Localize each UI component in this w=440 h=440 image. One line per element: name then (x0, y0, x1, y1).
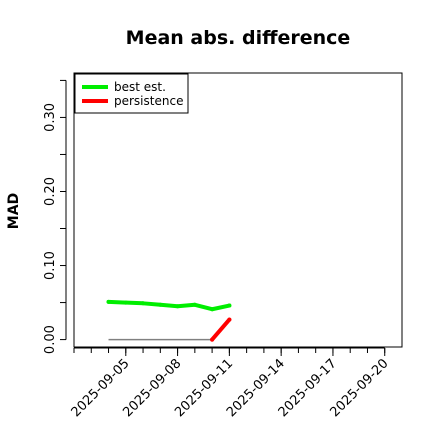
y-tick-label: 0.30 (43, 103, 58, 132)
legend-label-persistence: persistence (114, 94, 183, 108)
data-point-best-est (210, 307, 215, 312)
legend-box (74, 73, 189, 114)
series-line-best-est (106, 299, 232, 312)
data-point-best-est (227, 303, 232, 308)
data-point-best-est (141, 301, 146, 306)
x-axis: 2025-09-052025-09-082025-09-112025-09-14… (69, 347, 392, 420)
data-point-best-est (175, 304, 180, 309)
series-points (106, 299, 232, 342)
y-tick-label: 0.20 (43, 177, 58, 206)
y-axis: 0.00 0.10 0.20 0.30 (43, 79, 67, 354)
y-tick-label: 0.10 (43, 251, 58, 280)
plot-area (106, 299, 232, 342)
data-point-best-est (158, 302, 163, 307)
legend-label-best-est: best est. (114, 80, 166, 94)
data-point-persistence (227, 317, 232, 322)
data-point-best-est (192, 302, 197, 307)
plot-frame (73, 72, 403, 348)
legend: best est. persistence (74, 73, 189, 114)
series-line-persistence (210, 317, 232, 342)
y-axis-label: MAD (6, 193, 22, 229)
data-point-best-est (123, 300, 128, 305)
data-point-best-est (106, 299, 111, 304)
data-point-persistence (210, 337, 215, 342)
y-tick-label: 0.00 (43, 325, 58, 354)
chart-title: Mean abs. difference (126, 27, 351, 49)
